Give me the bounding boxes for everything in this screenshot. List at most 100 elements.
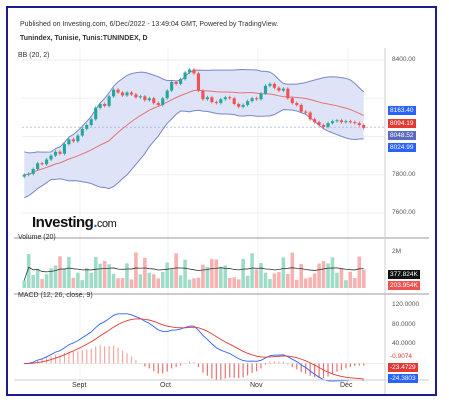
candle-body xyxy=(241,104,245,107)
candle-body xyxy=(45,159,49,165)
candle-body xyxy=(214,102,218,104)
macd-tag: -0.9074 xyxy=(388,352,415,361)
volume-bar xyxy=(89,272,94,288)
volume-bar xyxy=(44,274,49,288)
candle-body xyxy=(85,125,89,129)
candle-body xyxy=(357,123,361,126)
volume-label: Volume (20) xyxy=(18,234,56,241)
volume-bar xyxy=(152,274,156,288)
macd-tick-label: 120.0000 xyxy=(392,301,420,308)
candle-body xyxy=(335,120,339,122)
price-tag: 8094.19 xyxy=(388,119,416,128)
candle-body xyxy=(295,103,299,105)
volume-bar xyxy=(223,265,228,288)
candle-body xyxy=(183,72,187,80)
price-tag: 8024.99 xyxy=(388,143,416,152)
candle-body xyxy=(89,119,93,126)
candle-body xyxy=(120,92,125,96)
volume-tag: 377.824K xyxy=(388,270,420,279)
volume-bar xyxy=(71,277,76,288)
volume-bar xyxy=(281,257,286,288)
candle-body xyxy=(192,69,196,74)
volume-bar xyxy=(308,277,312,288)
candle-body xyxy=(263,85,268,94)
volume-bar xyxy=(344,280,348,288)
volume-bar xyxy=(156,278,161,288)
chart-canvas[interactable] xyxy=(8,8,435,394)
candle-body xyxy=(259,93,263,100)
volume-bar xyxy=(254,269,259,288)
candle-body xyxy=(62,144,67,154)
macd-tick-label: 40.0000 xyxy=(392,340,416,347)
candle-body xyxy=(138,96,142,98)
basis-line xyxy=(24,89,364,176)
candle-body xyxy=(143,96,147,101)
volume-bar xyxy=(22,280,27,288)
volume-bar xyxy=(76,272,80,288)
price-tag: 8048.52 xyxy=(388,131,416,140)
volume-bar xyxy=(227,277,232,288)
volume-bar xyxy=(111,273,116,288)
candle-body xyxy=(210,97,214,103)
candle-body xyxy=(268,83,272,86)
macd-line xyxy=(24,313,364,382)
volume-bar xyxy=(40,279,44,288)
volume-bar xyxy=(165,262,169,288)
candle-body xyxy=(326,123,330,127)
volume-tick-label: 2M xyxy=(392,248,402,255)
volume-bar xyxy=(321,261,326,288)
candle-body xyxy=(31,169,35,174)
volume-bar xyxy=(67,257,71,288)
time-tick-label: Nov xyxy=(250,382,263,389)
volume-bar xyxy=(93,256,98,288)
candle-body xyxy=(53,151,58,156)
candles xyxy=(22,68,366,179)
candle-body xyxy=(179,79,183,84)
volume-bar xyxy=(259,262,263,288)
volume-bar xyxy=(58,256,62,288)
volume-bar xyxy=(201,264,205,288)
volume-tag: 203.954K xyxy=(388,281,420,290)
volume-bar xyxy=(353,277,357,288)
candle-body xyxy=(22,174,26,177)
volume-bar xyxy=(160,271,165,288)
candle-body xyxy=(196,73,201,91)
volume-bar xyxy=(120,278,125,288)
lower-band xyxy=(24,109,364,199)
volume-bar xyxy=(219,266,223,288)
volume-bar xyxy=(102,261,107,288)
time-tick-label: Oct xyxy=(160,382,171,389)
volume-bar xyxy=(348,271,353,288)
volume-bar xyxy=(317,263,321,288)
volume-bar xyxy=(125,263,129,288)
candle-body xyxy=(40,163,44,165)
volume-ma-line xyxy=(23,266,364,281)
volume-bar xyxy=(335,272,339,288)
volume-bar xyxy=(192,278,196,288)
volume-bar xyxy=(53,265,58,288)
price-tag: 8163.40 xyxy=(388,106,416,115)
volume-bar xyxy=(357,256,362,288)
candle-body xyxy=(321,125,326,127)
candle-body xyxy=(272,83,276,88)
volume-bar xyxy=(290,252,295,288)
volume-bar xyxy=(26,254,31,288)
candle-body xyxy=(165,90,169,99)
time-tick-label: Sept xyxy=(72,382,87,389)
volume-bar xyxy=(263,272,268,288)
candle-body xyxy=(170,81,174,91)
volume-bar xyxy=(147,272,152,288)
symbol-title: Tunindex, Tunisie, Tunis:TUNINDEX, D xyxy=(20,35,148,42)
price-tick-label: 8400.00 xyxy=(392,56,416,63)
candle-body xyxy=(254,98,259,100)
volume-bar xyxy=(236,279,241,288)
candle-body xyxy=(107,96,111,106)
candle-body xyxy=(129,92,134,95)
candle-body xyxy=(348,121,352,123)
candle-body xyxy=(49,155,53,160)
candle-body xyxy=(94,107,98,120)
volume-bar xyxy=(245,275,250,288)
candle-body xyxy=(223,97,227,100)
candle-body xyxy=(344,121,348,123)
macd-tick-label: 80.0000 xyxy=(392,320,416,328)
